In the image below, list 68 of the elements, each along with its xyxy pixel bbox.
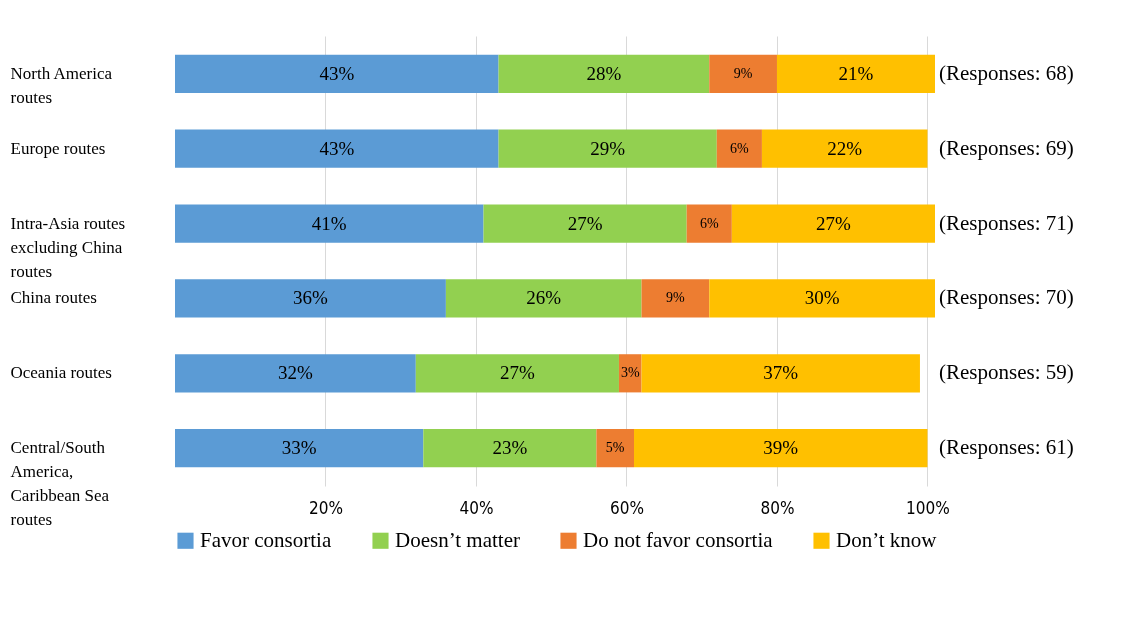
bar	[445, 279, 642, 318]
data-label: 6%	[699, 215, 719, 231]
y-tick-label: Intra-Asia routes excluding China routes	[10, 213, 126, 281]
data-label: 5%	[605, 440, 625, 456]
bar	[776, 54, 935, 93]
bar	[641, 354, 920, 393]
text: (Responses: 59)	[939, 360, 1074, 385]
bar	[716, 129, 762, 168]
y-tick-label: Central/South America, Caribbean Sea routes	[10, 438, 110, 530]
legend-label: Doesn’t matter	[395, 527, 520, 552]
y-tick-label: Europe routes	[10, 138, 106, 158]
x-tick-label: 20%	[309, 497, 343, 518]
data-label: 22%	[827, 137, 863, 159]
bar	[175, 54, 499, 93]
bar	[634, 429, 928, 468]
data-label: 27%	[499, 362, 535, 384]
data-label: 23%	[492, 437, 528, 459]
x-tick-label: 60%	[609, 497, 644, 518]
x-tick-label: 100%	[906, 497, 950, 518]
data-label: 6%	[730, 140, 750, 156]
bar	[423, 429, 597, 468]
x-tick-label: 40%	[459, 497, 494, 518]
x-tick-label: 80%	[760, 497, 795, 518]
y-tick-label: Oceania routes	[10, 363, 112, 383]
bar	[175, 204, 484, 243]
data-label: 32%	[277, 362, 313, 384]
data-label: 27%	[567, 212, 603, 234]
data-label: 3%	[620, 365, 640, 381]
text: (Responses: 71)	[939, 210, 1074, 235]
legend-label: Favor consortia	[200, 527, 332, 552]
data-label: 33%	[281, 437, 317, 459]
data-label: 29%	[590, 137, 626, 159]
bar	[175, 279, 446, 318]
bar	[415, 354, 619, 393]
bar	[483, 204, 687, 243]
text: (Responses: 68)	[939, 60, 1074, 85]
text: (Responses: 70)	[939, 285, 1074, 310]
legend-label: Don’t know	[836, 527, 938, 552]
bar	[709, 54, 777, 93]
bar	[175, 354, 416, 393]
bar	[731, 204, 935, 243]
data-label: 9%	[666, 290, 686, 306]
data-label: 39%	[763, 437, 799, 459]
bar	[498, 129, 717, 168]
data-label: 28%	[586, 62, 622, 84]
data-label: 30%	[804, 287, 840, 309]
y-tick-label: North America routes	[10, 63, 113, 107]
data-label: 41%	[311, 212, 347, 234]
bar	[596, 429, 635, 468]
bar	[761, 129, 928, 168]
text: (Responses: 69)	[939, 135, 1074, 160]
data-label: 36%	[293, 287, 329, 309]
data-label: 21%	[838, 62, 874, 84]
bar	[641, 279, 710, 318]
legend-label: Do not favor consortia	[583, 527, 774, 552]
data-label: 37%	[763, 362, 799, 384]
bar	[686, 204, 732, 243]
data-label: 27%	[816, 212, 851, 234]
data-label: 26%	[526, 287, 562, 309]
bar	[175, 429, 424, 468]
data-label: 9%	[733, 65, 753, 81]
bar	[175, 129, 499, 168]
data-label: 43%	[319, 137, 355, 159]
y-tick-label: China routes	[10, 288, 97, 308]
bar	[498, 54, 710, 93]
text: (Responses: 61)	[939, 435, 1074, 460]
bar	[709, 279, 935, 318]
data-label: 43%	[319, 62, 355, 84]
